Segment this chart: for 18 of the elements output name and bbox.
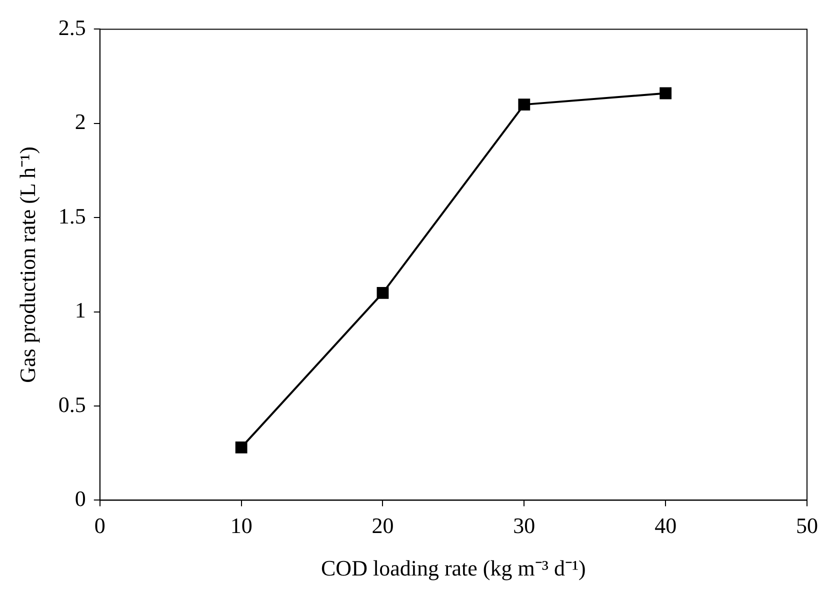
x-tick-label: 10 [230,513,252,538]
x-tick-label: 30 [513,513,536,538]
y-tick-label: 1.5 [58,203,86,228]
x-tick-label: 0 [94,513,106,538]
y-tick-label: 2 [74,109,86,134]
point [376,287,389,299]
y-tick-label: 2.5 [58,14,86,40]
point [518,98,530,111]
y-tick-label: 0 [74,486,86,511]
point [235,442,248,454]
x-tick-label: 50 [796,513,818,538]
x-tick-label: 20 [372,513,394,538]
y-tick-label: 1 [74,298,86,323]
x-axis-title: COD loading rate (kg m⁻³ d⁻¹) [321,556,586,581]
y-axis-title: Gas production rate (L h⁻¹) [14,146,40,383]
point [660,87,672,100]
x-tick-label: 40 [654,513,677,538]
y-tick-label: 0.5 [58,392,86,417]
